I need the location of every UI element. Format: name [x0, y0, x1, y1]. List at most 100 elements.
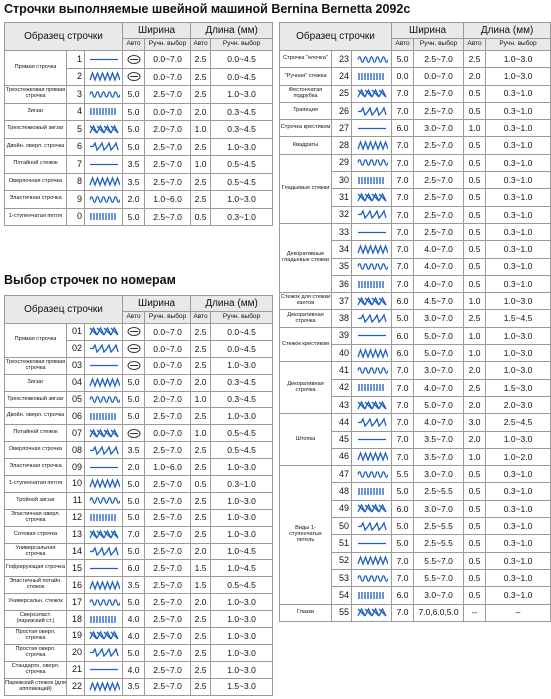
stitch-row: Двойн. оверл. строчка 6 5.0 2.5~7.0 2.5 1.0~3…	[4, 137, 274, 156]
width-manual: 1.0~6.0	[144, 458, 192, 477]
length-auto: 2.0	[190, 102, 212, 121]
stitch-icon	[356, 55, 388, 63]
length-auto: 0.5	[463, 568, 487, 588]
stitch-pattern	[83, 475, 124, 493]
stitch-pattern	[83, 576, 124, 595]
length-auto: 0.5	[463, 188, 487, 207]
length-manual: 0.3~1.0	[485, 568, 551, 588]
width-manual: 3.0~7.0	[413, 586, 465, 605]
length-manual: 0.3~1.0	[210, 207, 274, 226]
length-auto: 0.5	[463, 84, 487, 103]
stitch-icon	[127, 327, 141, 337]
stitch-pattern	[83, 67, 124, 86]
width-manual: 4.0~7.0	[413, 413, 465, 432]
stitch-row: 1-ступенчатая петля 0 5.0 2.5~7.0 0.5 0.3~1.0	[4, 207, 274, 226]
stitch-icon	[89, 365, 118, 367]
width-manual: 5.0~7.0	[413, 344, 465, 363]
length-manual: 0.5~4.5	[210, 155, 274, 174]
width-auto: 3.5	[122, 677, 146, 696]
width-manual: 0.0~7.0	[144, 373, 192, 392]
stitch-row: Трехстежковый зигзаг 5 5.0 2.0~7.0 1.0 0.3~4.…	[4, 120, 274, 139]
stitch-name: Стежок для стежки кантов	[279, 292, 332, 311]
stitch-name: Прямая строчка	[4, 50, 67, 86]
stitch-number: 47	[331, 465, 352, 484]
header-cell: Образец строчки	[3, 22, 124, 51]
stitch-icon	[88, 478, 120, 490]
length-manual: 1.5~4.5	[485, 309, 551, 328]
header-cell: Длина (мм)	[463, 22, 551, 39]
stitch-icon	[357, 520, 387, 531]
width-manual: 3.0~7.0	[413, 499, 465, 519]
width-manual: 2.5~7.0	[144, 441, 192, 460]
stitch-name: Эластичная строчка	[4, 458, 67, 477]
length-manual: 1.0~3.0	[210, 137, 274, 156]
header-row: Авто Ручн. выбор Авто Ручн. выбор	[5, 38, 274, 51]
stitch-icon	[356, 140, 388, 152]
header-cell: Ширина	[122, 295, 192, 312]
stitch-row: 40 6.0 5.0~7.0 1.0 1.0~3.0	[280, 344, 551, 363]
stitch-row: 43 7.0 5.0~7.0 2.0 2.0~3.0	[280, 395, 551, 415]
length-auto: 0.5	[463, 136, 487, 155]
stitch-number: 40	[331, 344, 352, 363]
stitch-row: Эластичный потайн. стежок 16 3.5 2.5~7.0 1.5…	[4, 576, 274, 595]
length-auto: 0.5	[463, 482, 487, 501]
stitch-pattern	[350, 49, 393, 69]
width-manual: 0.0~7.0	[413, 67, 465, 86]
stitch-row: Простая оверл. строчка 19 4.0 2.5~7.0 2.5 1.0…	[4, 627, 274, 645]
width-auto: 7.0	[391, 101, 415, 121]
stitch-pattern	[83, 323, 124, 341]
stitch-number: 52	[331, 551, 352, 570]
width-auto: 6.0	[391, 499, 415, 519]
stitch-row: Универсальная строчка 14 5.0 2.5~7.0 2.0 1.0~…	[4, 542, 274, 561]
stitch-name: Потайной стежок	[4, 424, 67, 443]
stitch-pattern	[350, 361, 393, 380]
stitch-name: Гладьевые стежки	[279, 153, 332, 224]
width-manual: 3.0~7.0	[413, 119, 465, 138]
length-auto: 1.0	[463, 344, 487, 363]
stitch-name: Декоративная строчка	[279, 361, 332, 415]
stitch-name: Строчка крестиком	[279, 119, 332, 138]
stitch-number: 15	[66, 559, 85, 578]
length-auto: 2.5	[463, 49, 487, 69]
width-manual: 2.5~7.0	[144, 155, 192, 174]
stitch-row: Декоративная строчка 41 7.0 3.0~7.0 2.0 1.0~3…	[279, 361, 551, 415]
stitch-table: Образец строчки Ширина Длина (мм) Авто Ручн.…	[278, 22, 551, 622]
length-auto: 0.5	[190, 207, 212, 226]
stitch-row: 51 5.0 2.5~5.5 0.5 0.3~1.0	[280, 534, 551, 553]
stitch-name: Декоративная строчка	[279, 309, 332, 328]
stitch-number: 03	[66, 356, 85, 375]
stitch-number: 12	[66, 508, 85, 527]
stitch-row: Зигзаг 4 5.0 0.0~7.0 2.0 0.3~4.5	[4, 102, 274, 121]
stitch-row: 31 7.0 2.5~7.0 0.5 0.3~1.0	[280, 188, 551, 207]
length-manual: 0.0~4.5	[210, 67, 274, 86]
stitch-number: 28	[331, 136, 352, 155]
width-manual: 2.5~7.0	[144, 508, 192, 527]
width-manual: 2.5~7.0	[144, 559, 192, 578]
stitch-pattern	[350, 568, 393, 588]
stitch-icon	[89, 141, 119, 152]
width-auto: 5.0	[391, 49, 415, 69]
width-auto: 7.0	[391, 430, 415, 449]
width-auto: 7.0	[391, 413, 415, 432]
length-auto: 2.5	[463, 378, 487, 397]
length-manual: 1.0~3.0	[210, 627, 274, 645]
stitch-pattern	[350, 447, 393, 467]
stitch-icon	[357, 335, 386, 337]
width-manual: 2.5~7.0	[144, 172, 192, 191]
width-auto: 5.0	[122, 542, 146, 561]
length-manual: 0.3~1.0	[485, 136, 551, 155]
stitch-number: 0	[66, 207, 85, 226]
stitch-number: 24	[331, 67, 352, 86]
length-auto: 0.5	[463, 551, 487, 570]
stitch-row: 45 7.0 3.5~7.0 2.0 1.0~3.0	[280, 430, 551, 449]
stitch-row: Трехстежковая прямая строчка 3 5.0 2.5~7.0 2…	[4, 85, 274, 104]
length-manual: 0.3~1.0	[485, 119, 551, 138]
stitch-pattern	[83, 339, 124, 358]
width-auto: 5.0	[391, 482, 415, 501]
stitch-icon	[88, 598, 120, 606]
width-auto: 7.0	[391, 153, 415, 173]
stitch-number: 39	[331, 326, 352, 346]
stitch-pattern	[350, 603, 393, 622]
length-auto: 2.5	[190, 172, 212, 191]
stitch-icon	[89, 108, 116, 116]
